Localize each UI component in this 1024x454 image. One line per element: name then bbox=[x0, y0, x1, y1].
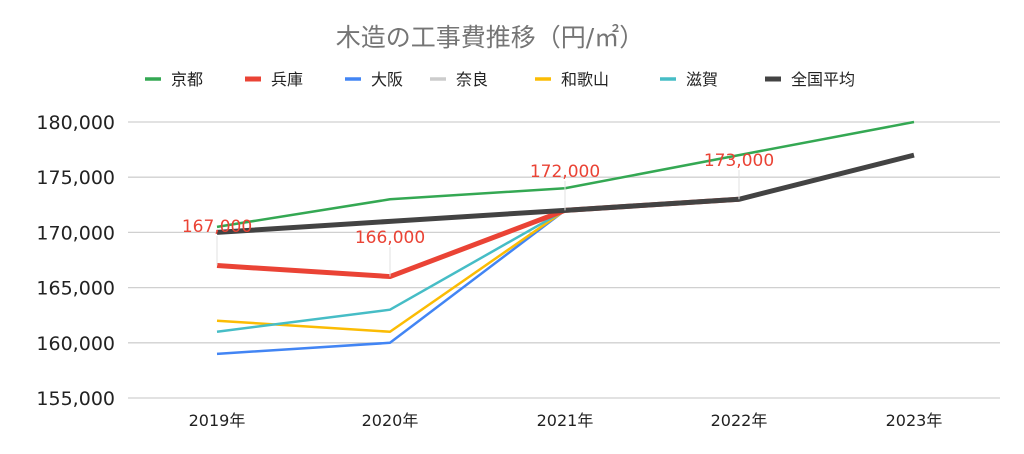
y-tick-label: 170,000 bbox=[36, 222, 115, 244]
data-labels: 167,000 166,000 172,000 173,000 bbox=[182, 151, 774, 277]
legend-item: 滋賀 bbox=[660, 70, 718, 89]
legend-label: 京都 bbox=[171, 70, 203, 89]
y-axis-ticks: 155,000 160,000 165,000 170,000 175,000 180,0… bbox=[36, 112, 115, 410]
series-line bbox=[216, 209, 566, 333]
y-tick-label: 180,000 bbox=[36, 112, 115, 134]
legend-label: 滋賀 bbox=[686, 70, 718, 89]
x-axis-ticks: 2019年 2020年 2021年 2022年 2023年 bbox=[189, 411, 943, 430]
y-tick-label: 160,000 bbox=[36, 333, 115, 355]
x-tick-label: 2020年 bbox=[362, 411, 419, 430]
legend-label: 奈良 bbox=[456, 70, 488, 89]
legend: 京都 兵庫 大阪 奈良 和歌山 滋賀 全国平均 bbox=[145, 70, 855, 89]
chart-title: 木造の工事費推移（円/㎡） bbox=[336, 23, 644, 52]
data-label: 167,000 bbox=[182, 217, 252, 237]
y-tick-label: 165,000 bbox=[36, 278, 115, 300]
data-label: 166,000 bbox=[355, 228, 425, 248]
x-tick-label: 2019年 bbox=[189, 411, 246, 430]
x-tick-label: 2023年 bbox=[886, 411, 943, 430]
x-tick-label: 2022年 bbox=[711, 411, 768, 430]
y-tick-label: 175,000 bbox=[36, 167, 115, 189]
legend-item: 兵庫 bbox=[245, 70, 303, 89]
legend-label: 大阪 bbox=[371, 70, 403, 89]
legend-item: 和歌山 bbox=[535, 70, 609, 89]
series-lines bbox=[216, 120, 915, 356]
series-line bbox=[216, 196, 740, 280]
gridlines bbox=[128, 121, 1000, 399]
legend-item: 京都 bbox=[145, 70, 203, 89]
y-tick-label: 155,000 bbox=[36, 388, 115, 410]
legend-item: 大阪 bbox=[345, 70, 403, 89]
x-tick-label: 2021年 bbox=[537, 411, 594, 430]
legend-label: 全国平均 bbox=[791, 70, 855, 89]
legend-item: 奈良 bbox=[430, 70, 488, 89]
legend-label: 和歌山 bbox=[561, 70, 609, 89]
legend-label: 兵庫 bbox=[271, 70, 303, 89]
data-label: 172,000 bbox=[530, 162, 600, 182]
legend-item: 全国平均 bbox=[765, 70, 855, 89]
data-label: 173,000 bbox=[704, 151, 774, 171]
series-line bbox=[216, 209, 566, 356]
